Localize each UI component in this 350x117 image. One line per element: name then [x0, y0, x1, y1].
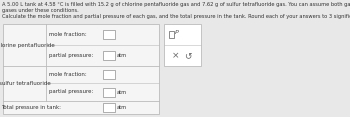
Text: atm: atm [117, 105, 126, 110]
Text: atm: atm [117, 53, 126, 58]
Text: gases under these conditions.: gases under these conditions. [2, 8, 79, 13]
Text: P: P [175, 31, 178, 35]
Text: ×: × [171, 51, 179, 60]
Text: mole fraction:: mole fraction: [49, 32, 86, 37]
Text: sulfur tetrafluoride: sulfur tetrafluoride [0, 81, 50, 86]
Text: chlorine pentafluoride: chlorine pentafluoride [0, 42, 55, 48]
Text: partial pressure:: partial pressure: [49, 53, 93, 58]
Bar [103, 70, 115, 79]
Text: atm: atm [117, 90, 126, 95]
Text: Calculate the mole fraction and partial pressure of each gas, and the total pres: Calculate the mole fraction and partial … [2, 14, 350, 19]
Text: partial pressure:: partial pressure: [49, 90, 93, 95]
Text: Total pressure in tank:: Total pressure in tank: [1, 105, 61, 110]
Text: ↺: ↺ [184, 51, 191, 60]
Text: A 5.00 L tank at 4.58 °C is filled with 15.2 g of chlorine pentafluoride gas and: A 5.00 L tank at 4.58 °C is filled with … [2, 2, 350, 7]
Bar [103, 30, 115, 39]
Bar [103, 103, 115, 112]
Bar [103, 51, 115, 60]
Bar [164, 24, 201, 66]
Text: mole fraction:: mole fraction: [49, 72, 86, 77]
Bar [3, 24, 159, 114]
Bar [103, 88, 115, 97]
Bar [169, 31, 174, 38]
